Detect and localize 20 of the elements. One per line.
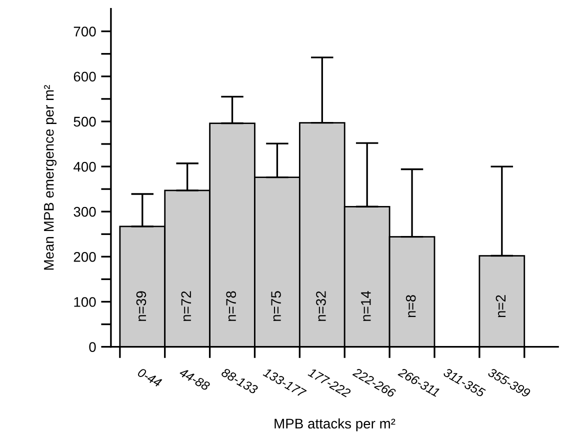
- annotation: n=72: [181, 291, 191, 321]
- annotation: n=78: [226, 291, 236, 321]
- annotation: n=75: [271, 291, 281, 321]
- y-tick-label: 200: [74, 252, 96, 262]
- y-tick-label: 100: [74, 297, 96, 307]
- y-tick-label: 0: [89, 342, 96, 352]
- y-tick-label: 500: [74, 116, 96, 127]
- y-tick-label: 600: [74, 72, 96, 82]
- y-axis-title: Mean MPB emergence per m²: [44, 85, 57, 270]
- y-tick-label: 700: [74, 26, 96, 36]
- annotation: n=32: [316, 291, 326, 321]
- y-tick-label: 300: [74, 206, 96, 217]
- x-axis-title: MPB attacks per m²: [274, 418, 396, 432]
- y-tick-label: 400: [74, 162, 96, 172]
- x-tick-label: 44-88: [178, 367, 211, 391]
- annotation: n=2: [496, 295, 506, 318]
- annotation: n=14: [361, 291, 371, 321]
- x-tick-label: 0-44: [137, 368, 162, 388]
- annotation: n=39: [136, 291, 146, 321]
- annotation: n=8: [406, 295, 416, 318]
